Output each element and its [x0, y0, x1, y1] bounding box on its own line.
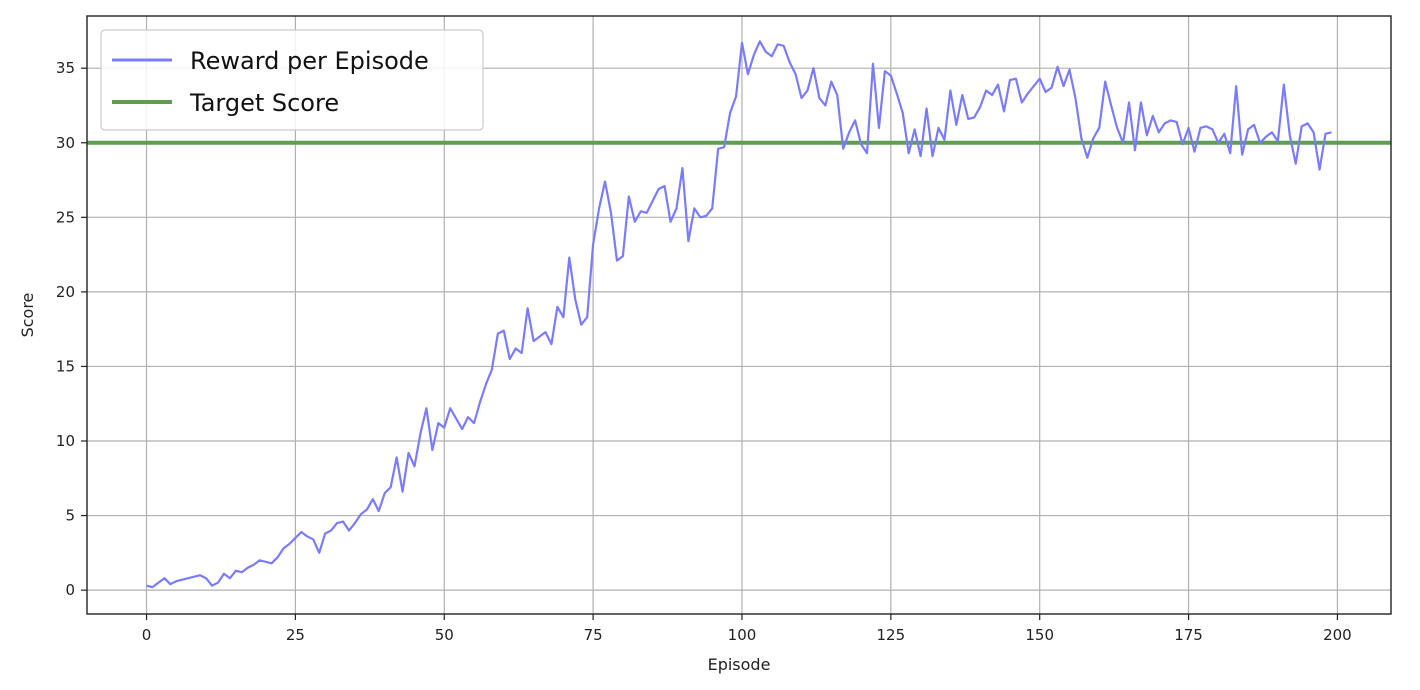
y-tick-label: 25: [56, 208, 75, 226]
legend-box: [100, 29, 484, 131]
legend-label-reward: Reward per Episode: [190, 47, 429, 75]
y-tick-label: 15: [56, 357, 75, 375]
x-tick-label: 175: [1174, 626, 1203, 644]
legend: Reward per Episode Target Score: [100, 29, 484, 131]
y-tick-label: 35: [56, 59, 75, 77]
plot-area: [87, 40, 1391, 589]
legend-label-target: Target Score: [189, 89, 339, 117]
y-axis-label: Score: [18, 293, 37, 338]
axes: 0 25 50 75 100 125 150 175 200 0 5 10 15 20 25 30 35: [56, 59, 1352, 644]
x-tick-label: 200: [1323, 626, 1352, 644]
plot-frame: [86, 15, 1392, 615]
x-axis-label: Episode: [708, 655, 771, 674]
y-tick-label: 20: [56, 283, 75, 301]
x-tick-label: 150: [1025, 626, 1054, 644]
x-tick-label: 0: [142, 626, 152, 644]
x-tick-label: 50: [435, 626, 454, 644]
y-tick-label: 0: [65, 581, 75, 599]
y-tick-label: 10: [56, 432, 75, 450]
x-tick-label: 125: [877, 626, 906, 644]
y-tick-label: 5: [65, 507, 75, 525]
reward-line: [146, 40, 1332, 589]
y-tick-label: 30: [56, 134, 75, 152]
x-tick-label: 75: [584, 626, 603, 644]
x-tick-label: 25: [286, 626, 305, 644]
x-tick-label: 100: [728, 626, 757, 644]
